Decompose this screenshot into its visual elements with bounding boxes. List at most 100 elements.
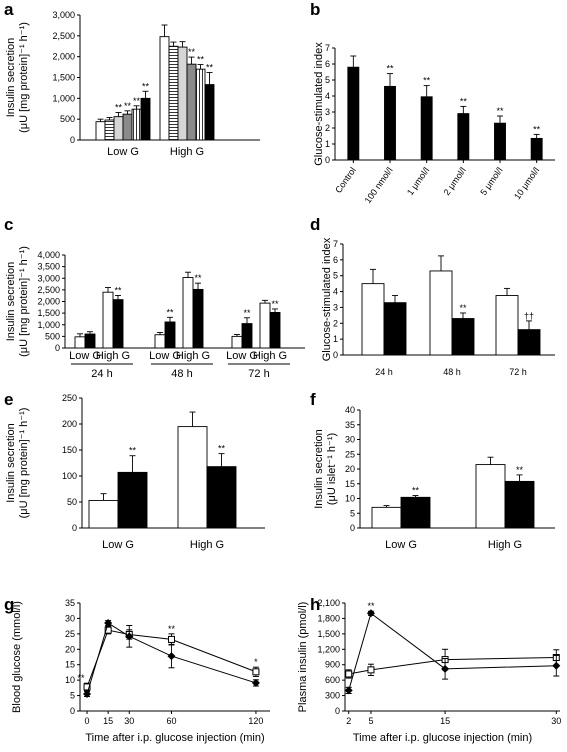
significance-marker-e: ** [218,444,226,454]
bar-c [182,277,194,349]
bar-a [140,97,151,141]
bar-e [88,499,119,529]
bar-a [122,113,133,141]
y-tick-label-g: 25 [65,629,75,639]
y-tick-label-a: 2,000 [52,52,75,62]
x-category-label-f: High G [488,539,522,551]
significance-marker-c: ** [243,308,251,318]
y-tick-label-c: 3,000 [37,273,60,283]
x-tick-label-h: 2 [346,716,351,726]
x-tick-label-h: 30 [551,716,561,726]
significance-marker-f: ** [516,465,524,475]
series-line-h [348,657,557,675]
x-category-label-e: Low G [102,539,134,551]
y-axis-label-h: Plasma insulin (pmol/l) [297,602,309,713]
y-tick-label-a: 2,500 [52,31,75,41]
y-axis-label-a: (μU [mg protein]⁻¹ h⁻¹) [18,22,30,133]
significance-marker-c: ** [194,273,202,283]
bar-c [192,288,204,349]
y-tick-label-h: 1,500 [317,629,340,639]
x-category-label-b: 2 μmol/l [442,165,468,197]
bar-b [494,122,506,161]
y-tick-label-d: 7 [333,239,338,249]
bar-a [131,108,142,141]
y-tick-label-f: 15 [345,479,355,489]
significance-marker-f: ** [412,486,420,496]
bar-c [74,336,86,349]
panel-letter-b: b [310,0,320,19]
y-tick-label-g: 20 [65,644,75,654]
significance-marker-a: ** [188,47,196,57]
x-tick-label-h: 15 [440,716,450,726]
x-category-label-b: 10 μmol/l [512,165,541,201]
bar-c [269,311,281,349]
y-tick-label-a: 0 [70,135,75,145]
y-axis-label-c: Insulin secretion [5,262,17,342]
y-tick-label-g: 5 [70,691,75,701]
x-tick-label-g: 15 [103,716,113,726]
y-axis-label-d: Glucose-stimulated index [321,237,333,361]
y-tick-label-d: 2 [333,318,338,328]
y-tick-label-a: 1,500 [52,73,75,83]
y-tick-label-c: 3,500 [37,262,60,272]
x-condition-label-c: Low G [69,350,101,362]
x-condition-label-c: Low G [149,350,181,362]
y-tick-label-f: 25 [345,449,355,459]
y-tick-label-d: 4 [333,287,338,297]
significance-marker-b: ** [460,96,468,106]
x-category-label-b: 5 μmol/l [478,165,504,197]
bar-c [241,323,253,349]
y-tick-label-a: 3,000 [52,10,75,20]
y-tick-label-b: 6 [325,59,330,69]
data-point-diamond-h [366,609,375,618]
x-category-label-e: High G [190,539,224,551]
y-tick-label-g: 35 [65,598,75,608]
significance-marker-g: * [254,657,258,667]
bar-c [154,334,166,349]
y-tick-label-h: 1,200 [317,644,340,654]
panel-letter-h: h [310,595,320,614]
bar-c [84,333,96,349]
significance-marker-e: ** [129,446,137,456]
data-point-square-g [167,635,175,643]
panel-letter-g: g [4,595,14,614]
y-tick-label-g: 10 [65,675,75,685]
y-axis-label-f: Insulin secretion [313,429,325,509]
significance-marker-g: ** [78,673,86,683]
y-tick-label-h: 900 [325,660,340,670]
y-axis-label-f: (μU islet⁻¹ h⁻¹) [326,433,338,505]
y-tick-label-d: 6 [333,255,338,265]
data-point-square-g [83,683,91,691]
y-tick-label-e: 200 [62,419,77,429]
y-axis-label-c: (μU [mg protein]⁻¹ h⁻¹) [18,246,30,357]
data-point-diamond-g [83,690,92,699]
x-category-label-d: 24 h [375,367,393,377]
bar-d [383,302,407,356]
significance-marker-b: ** [533,124,541,134]
y-tick-label-d: 1 [333,334,338,344]
x-timepoint-label-c: 48 h [171,368,192,380]
y-tick-label-g: 30 [65,613,75,623]
bar-e [177,426,208,529]
significance-marker-a: ** [206,63,214,73]
bar-d [495,295,519,356]
y-tick-label-h: 0 [335,706,340,716]
y-tick-label-c: 500 [45,331,60,341]
significance-marker-b: ** [423,76,431,86]
bar-f [400,496,431,529]
bar-b [530,137,543,161]
y-tick-label-e: 250 [62,393,77,403]
x-condition-label-c: Low G [226,350,258,362]
y-tick-label-e: 50 [67,497,77,507]
bar-a [186,63,197,141]
y-tick-label-e: 0 [72,523,77,533]
bar-c [164,321,176,349]
y-tick-label-d: 5 [333,271,338,281]
y-tick-label-h: 600 [325,675,340,685]
y-tick-label-c: 4,000 [37,250,60,260]
y-tick-label-f: 20 [345,464,355,474]
y-axis-label-e: Insulin secretion [5,423,17,503]
y-tick-label-b: 2 [325,123,330,133]
panel-letter-f: f [310,390,316,409]
y-tick-label-b: 4 [325,91,330,101]
